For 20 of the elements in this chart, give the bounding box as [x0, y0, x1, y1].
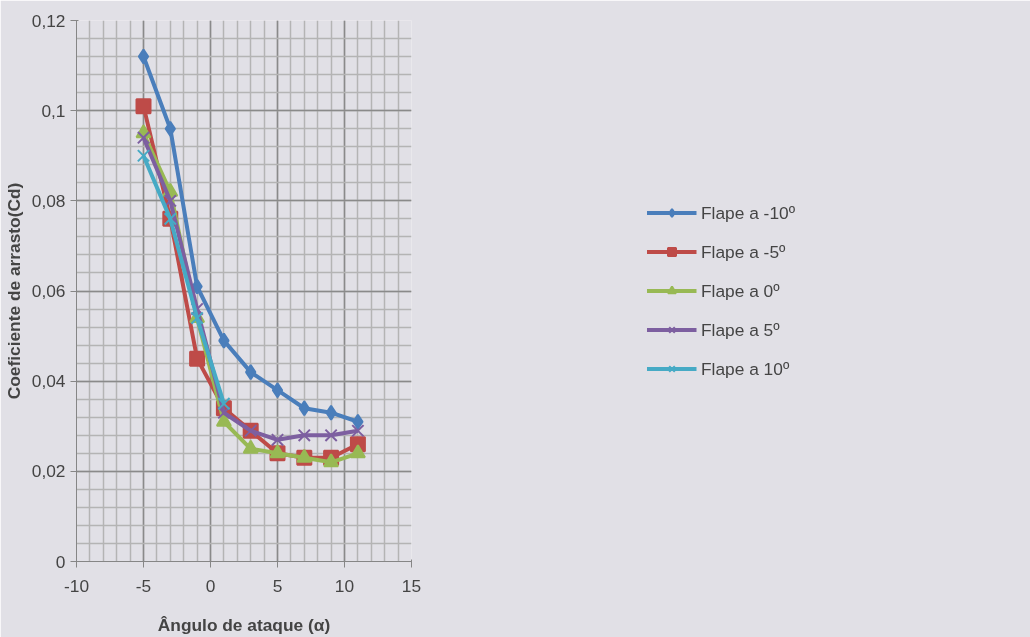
- x-axis-title: Ângulo de ataque (α): [157, 614, 331, 635]
- y-axis-title: Coeficiente de arrasto(Cd): [3, 182, 24, 400]
- x-tick-label: 10: [334, 575, 355, 596]
- legend-label: Flape a -5º: [701, 241, 786, 262]
- legend-label: Flape a 10º: [701, 358, 790, 379]
- x-tick-label: 5: [272, 575, 283, 596]
- y-tick-label: 0,08: [31, 190, 66, 211]
- y-tick-label: 0,02: [31, 461, 66, 482]
- legend-label: Flape a 5º: [701, 319, 780, 340]
- x-tick-label: 15: [401, 575, 422, 596]
- legend-label: Flape a -10º: [701, 202, 795, 223]
- x-tick-label: 0: [205, 575, 216, 596]
- y-tick-label: 0,06: [31, 281, 66, 301]
- y-tick-label: 0,1: [41, 100, 66, 121]
- legend-label: Flape a 0º: [701, 280, 780, 301]
- x-tick-label: -5: [135, 575, 152, 596]
- y-tick-label: 0: [55, 551, 66, 572]
- y-tick-label: 0,04: [31, 371, 66, 392]
- y-tick-label: 0,12: [31, 10, 66, 31]
- x-tick-label: -10: [63, 575, 90, 596]
